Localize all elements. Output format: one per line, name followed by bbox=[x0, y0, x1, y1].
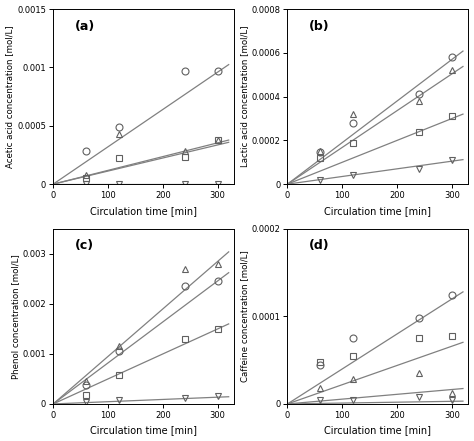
Text: (a): (a) bbox=[75, 19, 95, 33]
X-axis label: Circulation time [min]: Circulation time [min] bbox=[90, 426, 197, 435]
X-axis label: Circulation time [min]: Circulation time [min] bbox=[324, 426, 431, 435]
Text: (c): (c) bbox=[75, 239, 94, 252]
X-axis label: Circulation time [min]: Circulation time [min] bbox=[324, 206, 431, 216]
Y-axis label: Phenol concentration [mol/L]: Phenol concentration [mol/L] bbox=[11, 254, 20, 379]
Text: (d): (d) bbox=[309, 239, 330, 252]
Y-axis label: Acetic acid concentration [mol/L]: Acetic acid concentration [mol/L] bbox=[6, 25, 15, 168]
Y-axis label: Lactic acid concentration [mol/L]: Lactic acid concentration [mol/L] bbox=[240, 26, 249, 167]
Text: (b): (b) bbox=[309, 19, 330, 33]
Y-axis label: Caffeine concentration [mol/L]: Caffeine concentration [mol/L] bbox=[240, 250, 249, 382]
X-axis label: Circulation time [min]: Circulation time [min] bbox=[90, 206, 197, 216]
